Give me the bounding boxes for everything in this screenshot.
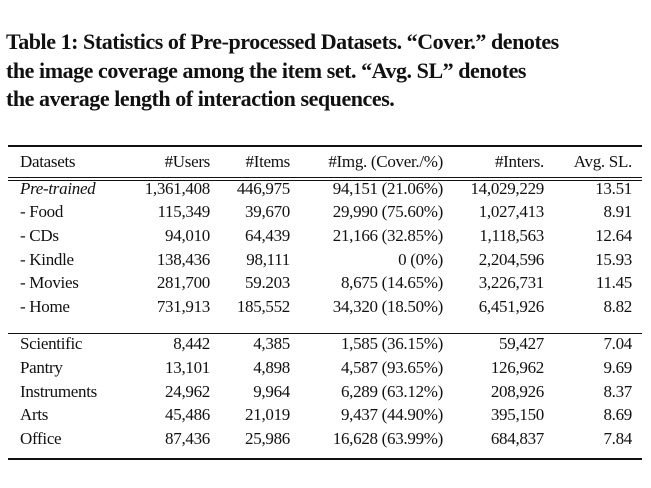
cell-dataset: - CDs	[20, 225, 59, 245]
table-row: - Food 115,349 39,670 29,990 (75.60%) 1,027,…	[8, 201, 642, 225]
cell-dataset: - Kindle	[20, 249, 74, 269]
cell-dataset: Scientific	[20, 334, 83, 354]
cell-users: 87,436	[165, 428, 210, 448]
cell-avg-sl: 12.64	[595, 225, 632, 245]
cell-images: 6,289 (63.12%)	[340, 381, 443, 401]
cell-dataset: Office	[20, 428, 62, 448]
cell-users: 281,700	[156, 273, 210, 293]
table-caption: Table 1: Statistics of Pre-processed Dat…	[6, 28, 651, 114]
cell-images: 8,675 (14.65%)	[340, 273, 443, 293]
table-row: - CDs 94,010 64,439 21,166 (32.85%) 1,118,56…	[8, 224, 642, 248]
cell-users: 8,442	[173, 334, 210, 354]
cell-avg-sl: 8.91	[603, 202, 632, 222]
table-row: - Kindle 138,436 98,111 0 (0%) 2,204,596 15.9…	[8, 248, 642, 272]
header-double-rule-2	[8, 180, 642, 181]
cell-interactions: 395,150	[490, 405, 544, 425]
cell-images: 94,151 (21.06%)	[332, 178, 444, 198]
cell-dataset: Pantry	[20, 357, 63, 377]
cell-items: 9,964	[253, 381, 290, 401]
cell-dataset: - Movies	[20, 273, 79, 293]
cell-interactions: 59,427	[499, 334, 544, 354]
cell-items: 98,111	[246, 249, 290, 269]
cell-avg-sl: 11.45	[595, 273, 632, 293]
cell-images: 0 (0%)	[398, 249, 443, 269]
header-datasets: Datasets	[20, 152, 76, 171]
cell-interactions: 2,204,596	[478, 249, 545, 269]
cell-items: 4,898	[253, 357, 290, 377]
cell-users: 138,436	[156, 249, 210, 269]
table-header-row: Datasets #Users #Items #Img. (Cover./%) …	[8, 147, 642, 177]
cell-dataset: - Food	[20, 202, 64, 222]
cell-avg-sl: 7.04	[603, 334, 632, 354]
cell-images: 1,585 (36.15%)	[340, 334, 443, 354]
cell-users: 115,349	[157, 202, 210, 222]
cell-dataset: - Home	[20, 296, 70, 316]
table-row: Pre-trained 1,361,408 446,975 94,151 (21.06…	[8, 177, 642, 201]
cell-users: 13,101	[165, 357, 210, 377]
cell-interactions: 14,029,229	[470, 178, 544, 198]
caption-line: Table 1: Statistics of Pre-processed Dat…	[6, 29, 559, 54]
cell-items: 39,670	[245, 202, 290, 222]
cell-items: 21,019	[245, 405, 290, 425]
cell-images: 16,628 (63.99%)	[332, 428, 444, 448]
cell-items: 446,975	[236, 178, 290, 198]
cell-users: 1,361,408	[144, 178, 211, 198]
cell-users: 94,010	[165, 225, 210, 245]
header-avg-sl: Avg. SL.	[573, 152, 633, 171]
header-interactions: #Inters.	[494, 152, 544, 171]
cell-interactions: 126,962	[490, 357, 544, 377]
cell-images: 21,166 (32.85%)	[332, 225, 444, 245]
table-row: Pantry 13,101 4,898 4,587 (93.65%) 126,962 9.…	[8, 356, 642, 380]
cell-items: 64,439	[245, 225, 290, 245]
cell-avg-sl: 8.69	[603, 405, 632, 425]
cell-avg-sl: 7.84	[603, 428, 632, 448]
cell-interactions: 684,837	[490, 428, 544, 448]
cell-avg-sl: 8.82	[603, 296, 632, 316]
cell-users: 45,486	[165, 405, 210, 425]
cell-users: 24,962	[165, 381, 210, 401]
group-separator-rule	[8, 333, 642, 334]
bottom-rule	[8, 458, 642, 460]
cell-images: 9,437 (44.90%)	[340, 405, 443, 425]
cell-avg-sl: 15.93	[595, 249, 632, 269]
cell-images: 29,990 (75.60%)	[332, 202, 444, 222]
caption-line: the image coverage among the item set. “…	[6, 57, 527, 83]
cell-interactions: 6,451,926	[478, 296, 545, 316]
cell-interactions: 3,226,731	[478, 273, 545, 293]
cell-images: 4,587 (93.65%)	[340, 357, 443, 377]
cell-avg-sl: 13.51	[595, 178, 632, 198]
table-row: Scientific 8,442 4,385 1,585 (36.15%) 59,427…	[8, 333, 642, 357]
caption-line: the average length of interaction sequen…	[6, 86, 395, 111]
cell-avg-sl: 9.69	[603, 357, 632, 377]
table-row: - Movies 281,700 59.203 8,675 (14.65%) 3,226…	[8, 271, 642, 295]
cell-items: 25,986	[245, 428, 290, 448]
table-row: - Home 731,913 185,552 34,320 (18.50%) 6,451…	[8, 295, 642, 319]
cell-interactions: 1,118,563	[479, 225, 544, 245]
cell-items: 4,385	[253, 334, 290, 354]
cell-dataset: Instruments	[20, 381, 97, 401]
table-row: Instruments 24,962 9,964 6,289 (63.12%) 208,…	[8, 380, 642, 404]
cell-items: 185,552	[236, 296, 290, 316]
table-row: Office 87,436 25,986 16,628 (63.99%) 684,837…	[8, 427, 642, 451]
top-rule	[8, 145, 642, 147]
cell-users: 731,913	[156, 296, 210, 316]
cell-dataset: Pre-trained	[20, 178, 96, 198]
cell-dataset: Arts	[20, 405, 49, 425]
cell-avg-sl: 8.37	[603, 381, 632, 401]
header-items: #Items	[245, 152, 291, 171]
cell-items: 59.203	[245, 273, 290, 293]
table-row: Arts 45,486 21,019 9,437 (44.90%) 395,150 8.6…	[8, 403, 642, 427]
header-images: #Img. (Cover./%)	[328, 152, 443, 171]
header-double-rule-1	[8, 177, 642, 178]
cell-interactions: 208,926	[490, 381, 544, 401]
cell-images: 34,320 (18.50%)	[332, 296, 444, 316]
dataset-statistics-table: Datasets #Users #Items #Img. (Cover./%) …	[8, 147, 642, 451]
header-users: #Users	[164, 152, 211, 171]
cell-interactions: 1,027,413	[478, 202, 545, 222]
